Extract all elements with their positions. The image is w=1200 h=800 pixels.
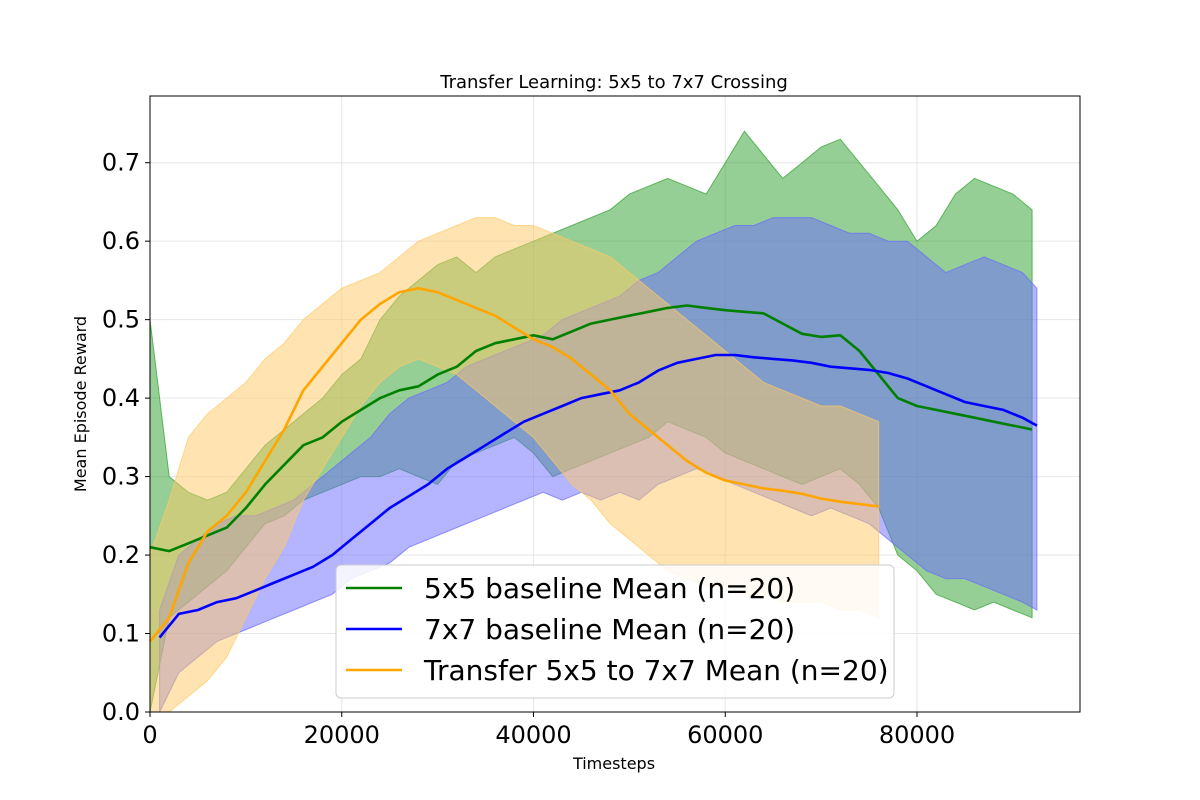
x-axis-label: Timesteps — [572, 754, 655, 773]
legend-entry: Transfer 5x5 to 7x7 Mean (n=20) — [423, 654, 889, 687]
x-tick-label: 20000 — [304, 721, 380, 749]
x-tick-label: 80000 — [879, 721, 955, 749]
legend: 5x5 baseline Mean (n=20) 7x7 baseline Mea… — [335, 564, 895, 699]
y-tick-label: 0.5 — [102, 306, 140, 334]
y-tick-label: 0.3 — [102, 463, 140, 491]
tick-layer: 0 20000 40000 60000 80000 0.0 0.1 0.2 0.3 0.4 0.5 0… — [102, 149, 955, 749]
y-tick-label: 0.1 — [102, 620, 140, 648]
mean-line-2 — [148, 286, 879, 643]
legend-entry: 7x7 baseline Mean (n=20) — [424, 613, 795, 646]
chart-title: Transfer Learning: 5x5 to 7x7 Crossing — [439, 72, 788, 93]
mean-line-0 — [149, 304, 1033, 553]
mean-line-layer — [148, 286, 1038, 643]
x-tick-label: 60000 — [687, 721, 763, 749]
y-axis-label: Mean Episode Reward — [71, 316, 90, 492]
mean-line-1 — [158, 353, 1038, 639]
y-tick-label: 0.6 — [102, 227, 140, 255]
legend-entry: 5x5 baseline Mean (n=20) — [424, 572, 795, 605]
x-tick-label: 0 — [142, 721, 157, 749]
y-tick-label: 0.4 — [102, 384, 140, 412]
y-tick-label: 0.0 — [102, 698, 140, 726]
y-tick-label: 0.2 — [102, 541, 140, 569]
plot-frame — [149, 95, 1081, 713]
legend-box — [335, 564, 895, 699]
y-tick-label: 0.7 — [102, 149, 140, 177]
x-tick-label: 40000 — [495, 721, 571, 749]
